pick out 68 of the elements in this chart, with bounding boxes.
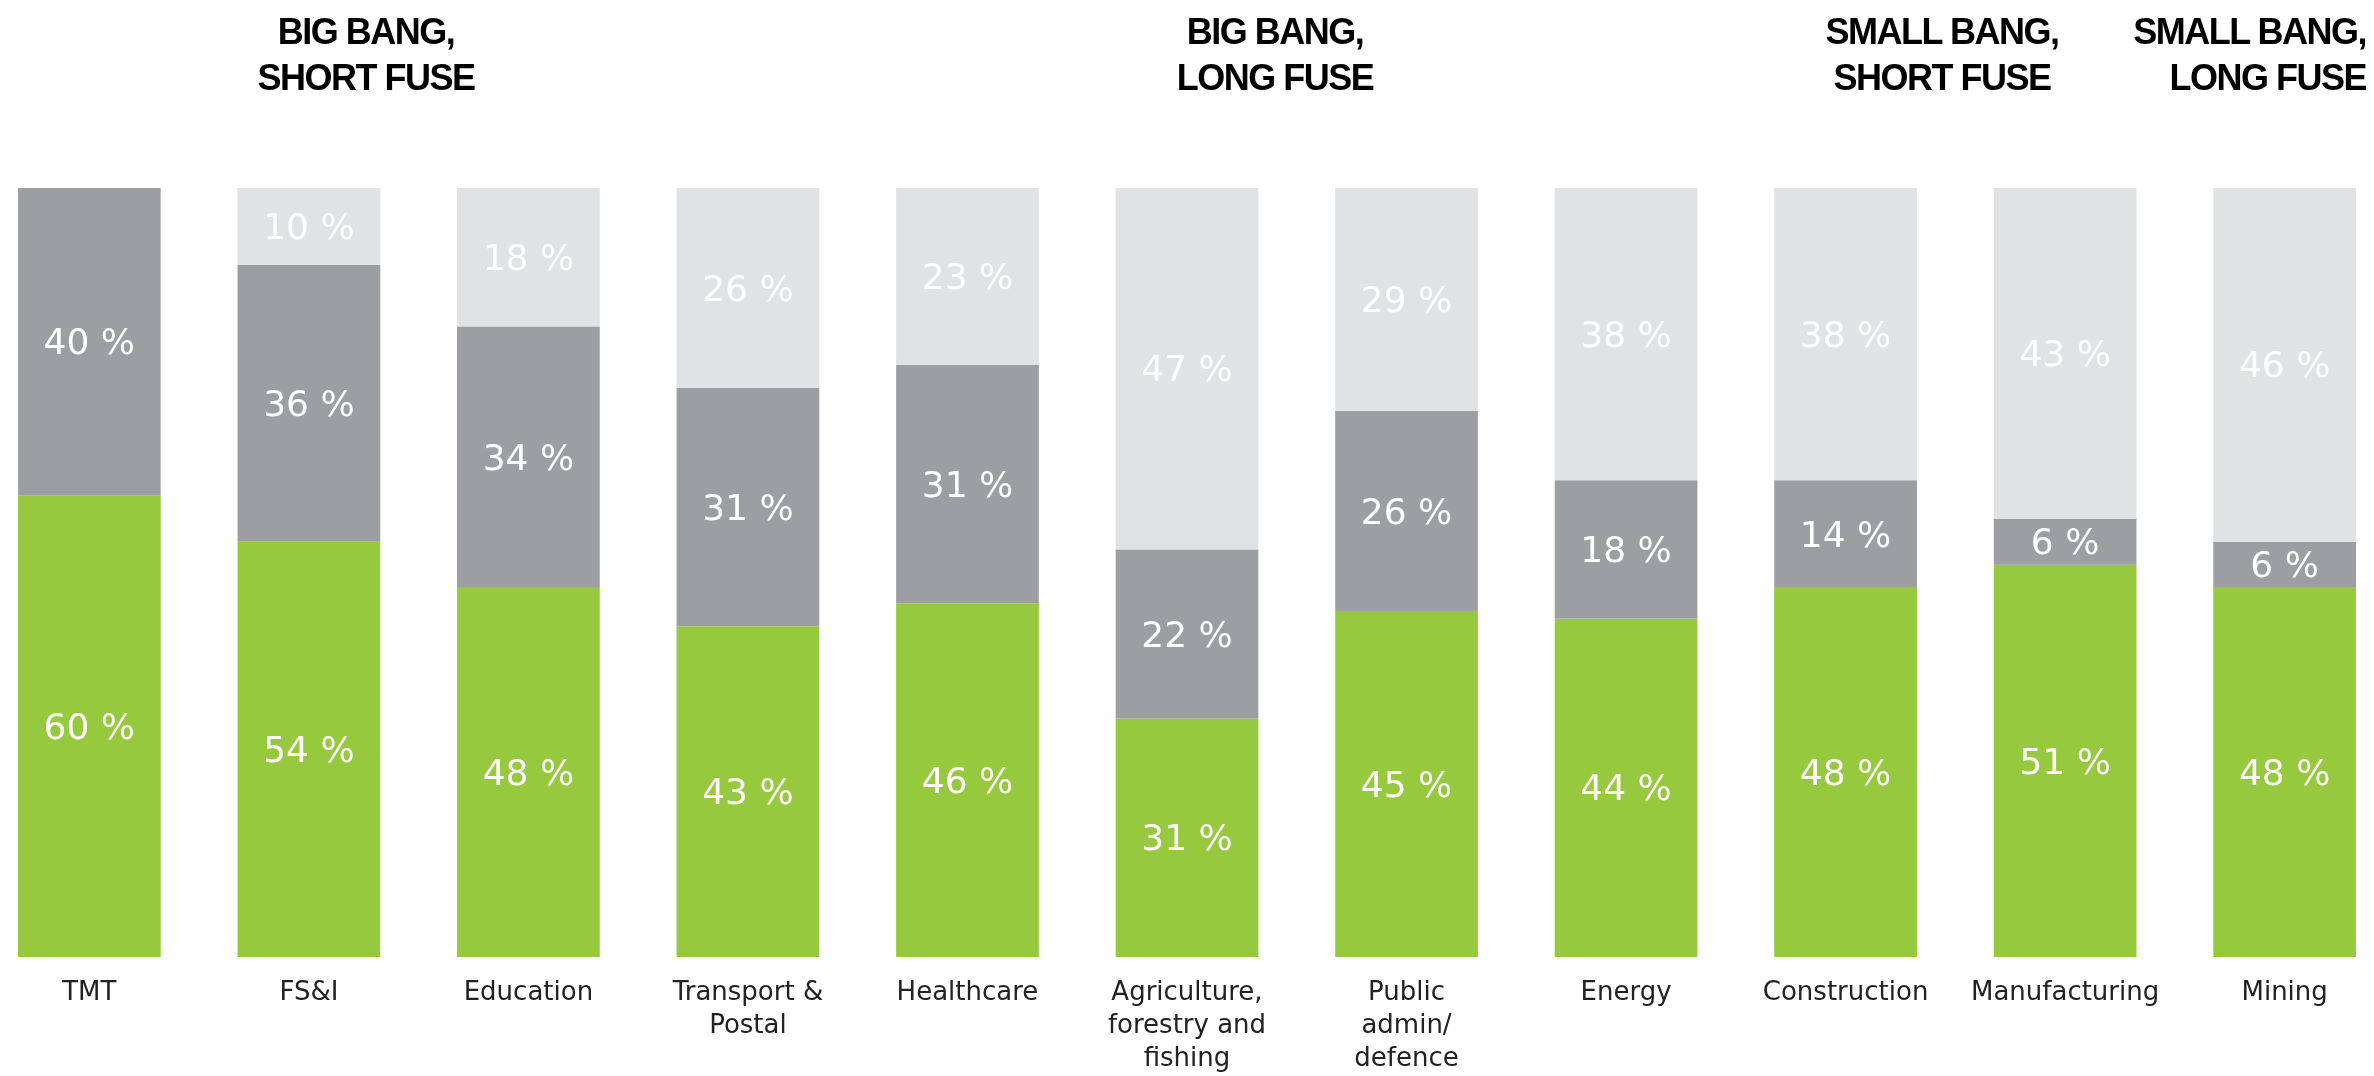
x-tick-label: Education — [463, 976, 594, 1006]
data-label: 31 % — [702, 486, 794, 528]
bar — [1115, 549, 1259, 719]
bar — [18, 495, 161, 957]
bar — [237, 541, 381, 957]
bar — [1993, 564, 2137, 957]
text: BIG BANG, SHORT FUSE — [257, 11, 475, 98]
data-label: 34 % — [482, 436, 575, 478]
x-tick-label: Energy — [1580, 976, 1672, 1006]
bar — [676, 626, 820, 957]
x-tick-label: FS&I — [279, 976, 339, 1006]
data-label: 40 % — [43, 321, 136, 363]
bar — [457, 326, 600, 588]
bar — [237, 188, 381, 265]
bar — [237, 264, 381, 542]
bar — [896, 364, 1039, 604]
bar — [2213, 541, 2357, 588]
bar — [1115, 718, 1259, 957]
data-label: 46 % — [921, 759, 1014, 801]
data-label: 22 % — [1141, 613, 1233, 655]
bar — [457, 587, 600, 957]
bar — [1335, 411, 1478, 611]
data-label: 18 % — [1580, 529, 1672, 571]
bar — [2213, 587, 2357, 957]
data-label: 43 % — [702, 771, 794, 813]
bar — [1335, 188, 1478, 412]
data-label: 45 % — [1360, 763, 1453, 805]
bar — [1774, 480, 1917, 588]
text: BIG BANG, LONG FUSE — [1176, 11, 1374, 98]
data-label: 6 % — [2250, 544, 2319, 586]
data-label: 48 % — [1799, 752, 1892, 794]
data-label: 36 % — [263, 382, 355, 424]
bar — [676, 188, 820, 388]
bar — [676, 387, 820, 627]
data-label: 48 % — [2238, 752, 2331, 794]
data-label: 51 % — [2019, 740, 2111, 782]
data-label: 60 % — [43, 705, 136, 747]
bar — [1335, 610, 1478, 957]
data-label: 14 % — [1799, 513, 1892, 555]
x-tick-label: TMT — [61, 976, 117, 1006]
x-tick-label: Healthcare — [896, 976, 1039, 1006]
data-label: 26 % — [1360, 490, 1453, 532]
text: SMALL BANG, LONG FUSE — [2133, 11, 2367, 98]
bar — [896, 603, 1039, 957]
bar — [896, 188, 1039, 365]
x-tick-label: Agriculture, forestry and fishing — [1107, 976, 1267, 1072]
bar — [1554, 618, 1698, 957]
x-tick-label: Construction — [1762, 976, 1929, 1006]
x-tick-label: Mining — [2241, 976, 2328, 1006]
bar — [18, 188, 161, 496]
bar — [457, 188, 600, 327]
bar — [1774, 587, 1917, 957]
data-label: 48 % — [482, 752, 575, 794]
x-tick-label: Manufacturing — [1970, 976, 2160, 1006]
data-label: 44 % — [1580, 767, 1672, 809]
data-label: 6 % — [2030, 521, 2100, 563]
x-tick-label: Public admin/ defence — [1354, 976, 1459, 1072]
bar — [1993, 188, 2137, 519]
bar — [1554, 188, 1698, 481]
data-label: 31 % — [921, 463, 1014, 505]
bar — [1774, 188, 1917, 481]
bar — [2213, 188, 2357, 542]
data-label: 31 % — [1141, 817, 1233, 859]
bar — [1554, 480, 1698, 619]
bar — [1115, 188, 1259, 550]
data-label: 54 % — [263, 728, 355, 770]
x-tick-label: Transport & Postal — [671, 976, 824, 1039]
text: SMALL BANG, SHORT FUSE — [1825, 11, 2059, 98]
